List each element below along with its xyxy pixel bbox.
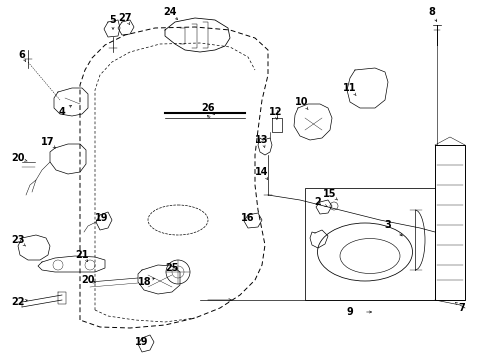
Text: 14: 14 [255, 167, 269, 177]
Bar [305, 188, 435, 300]
Text: 19: 19 [95, 213, 109, 223]
Text: 6: 6 [19, 50, 25, 60]
Text: 16: 16 [241, 213, 255, 223]
Text: 19: 19 [135, 337, 149, 347]
Text: 3: 3 [385, 220, 392, 230]
Text: 20: 20 [81, 275, 95, 285]
Text: 13: 13 [255, 135, 269, 145]
Text: 26: 26 [201, 103, 215, 113]
Text: 11: 11 [343, 83, 357, 93]
Text: 4: 4 [59, 107, 65, 117]
Text: 9: 9 [346, 307, 353, 317]
Text: 15: 15 [323, 189, 337, 199]
Text: 8: 8 [429, 7, 436, 17]
Text: 27: 27 [118, 13, 132, 23]
Text: 17: 17 [41, 137, 55, 147]
Text: 22: 22 [11, 297, 25, 307]
Text: 21: 21 [75, 250, 89, 260]
Text: 2: 2 [315, 197, 321, 207]
Text: 24: 24 [163, 7, 177, 17]
Text: 7: 7 [459, 303, 466, 313]
Text: 18: 18 [138, 277, 152, 287]
Text: 23: 23 [11, 235, 25, 245]
Text: 5: 5 [110, 15, 117, 25]
Text: 10: 10 [295, 97, 309, 107]
Text: 25: 25 [165, 263, 179, 273]
Text: 20: 20 [11, 153, 25, 163]
Text: 12: 12 [269, 107, 283, 117]
